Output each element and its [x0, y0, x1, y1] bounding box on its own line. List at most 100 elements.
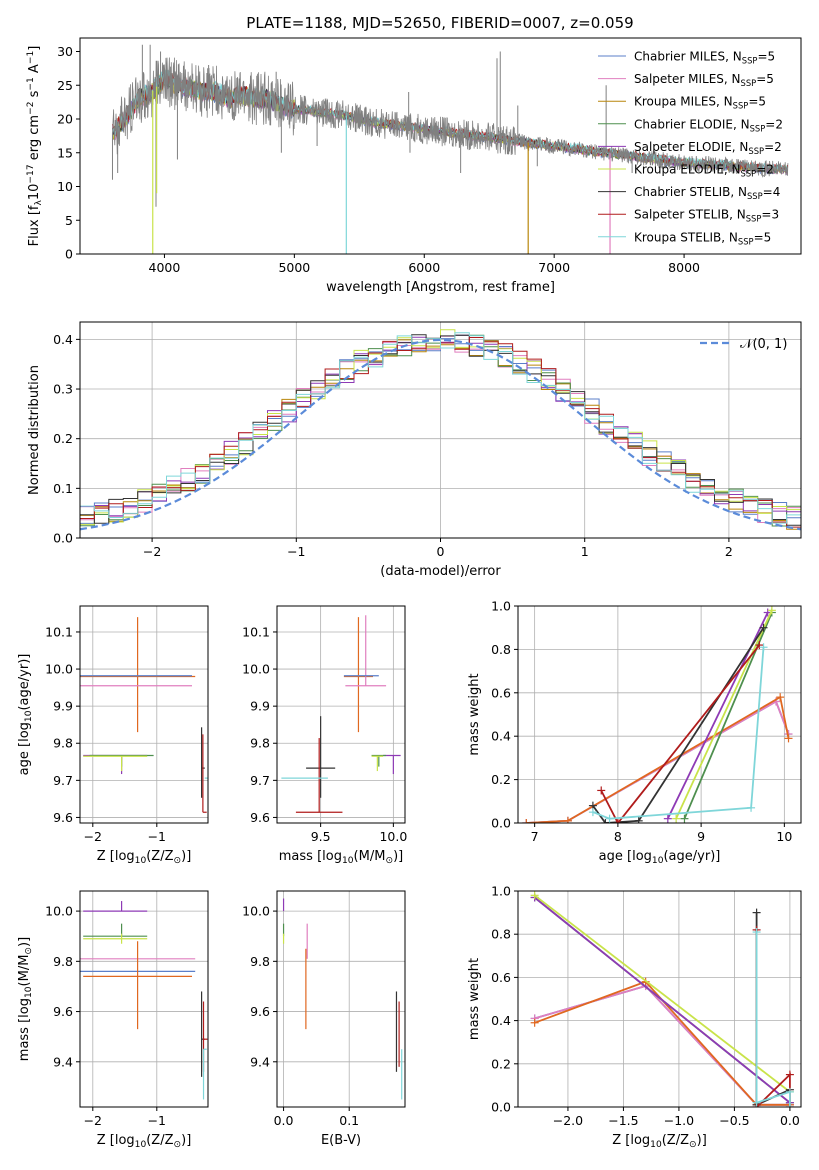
y-tick-label: 10.1 — [45, 624, 73, 639]
y-tick-label: 0.4 — [491, 729, 511, 744]
mass_vs_ebv-marks — [282, 898, 403, 1100]
errorbar-point — [345, 615, 387, 687]
y-tick-label: 0.8 — [491, 642, 511, 657]
y-axis-label: age [log10(age/yr)] — [17, 654, 34, 776]
y-tick-label: 0.4 — [53, 332, 73, 347]
y-tick-label: 25 — [57, 78, 73, 93]
spectrum-panel: 4000 5000 6000 7000 8000 0 5 10 15 20 25 30 waveleng… — [26, 37, 802, 295]
figure-title: PLATE=1188, MJD=52650, FIBERID=0007, z=0… — [246, 14, 633, 32]
weight_vs_age-panel: 7 8 9 10 0.0 0.2 0.4 0.6 0.8 1.0 age [log10(age/yr… — [467, 599, 802, 866]
y-tick-label: 0.0 — [491, 816, 511, 831]
y-tick-label: 0.1 — [53, 481, 73, 496]
x-axis-label: age [log10(age/yr)] — [599, 849, 721, 866]
legend-label: Salpeter MILES, NSSP=5 — [634, 72, 774, 88]
y-tick-label: 0 — [65, 247, 73, 262]
histogram-step — [80, 335, 801, 523]
axes-frame — [517, 605, 802, 824]
age_vs_Z-marks — [80, 617, 208, 813]
y-tick-label: 10 — [57, 179, 73, 194]
y-tick-label: 1.0 — [491, 884, 511, 899]
weight-series — [752, 928, 794, 1107]
x-tick-label: 6000 — [408, 260, 440, 275]
residuals-panel: −2 −1 0 1 2 0.0 0.1 0.2 0.3 0.4 (data-model)/error… — [27, 321, 802, 579]
y-tick-label: 9.7 — [53, 773, 73, 788]
x-tick-label: 7 — [531, 829, 539, 844]
legend-label: Salpeter STELIB, NSSP=3 — [634, 208, 779, 224]
y-tick-label: 9.9 — [250, 699, 270, 714]
observed-spectrum-line — [112, 57, 789, 178]
age_vs_mass-panel: 9.5 10.0 9.6 9.7 9.8 9.9 10.0 10.1 mass [log10(M… — [242, 605, 407, 866]
weight-line — [534, 980, 790, 1106]
x-axis-label: mass [log10(M/M⊙)] — [279, 849, 403, 866]
y-tick-label: 9.6 — [250, 810, 270, 825]
x-axis-label: Z [log10(Z/Z⊙)] — [97, 849, 192, 866]
x-axis-label: Z [log10(Z/Z⊙)] — [612, 1133, 707, 1150]
mass_vs_Z-panel: −2 −1 9.4 9.6 9.8 10.0 Z [log10(Z/Z⊙)] mass [lo… — [17, 890, 209, 1150]
y-tick-label: 0.6 — [491, 685, 511, 700]
errorbar-point — [202, 734, 207, 813]
errorbar-point — [371, 755, 384, 772]
legend-label: Kroupa MILES, NSSP=5 — [634, 95, 766, 111]
weight-line — [755, 912, 791, 1107]
x-tick-label: 8000 — [668, 260, 700, 275]
x-tick-label: −1 — [148, 1113, 166, 1128]
mass_vs_ebv-panel: 0.0 0.1 9.4 9.6 9.8 10.0 E(B-V) — [242, 890, 406, 1148]
x-tick-label: −2 — [84, 829, 102, 844]
axes-frame — [276, 890, 406, 1108]
y-tick-label: 0.8 — [491, 927, 511, 942]
errorbar-point — [83, 755, 148, 772]
y-axis-label: Flux [fλ10−17 erg cm−2 s−1 A−1] — [26, 46, 44, 247]
x-tick-label: −2 — [143, 544, 161, 559]
x-tick-label: −1.5 — [608, 1113, 638, 1128]
x-tick-label: 2 — [725, 544, 733, 559]
y-tick-label: 10.0 — [45, 662, 73, 677]
y-tick-label: 9.8 — [250, 736, 270, 751]
y-tick-label: 9.8 — [53, 954, 73, 969]
errorbar-point — [80, 617, 196, 733]
weight-line — [534, 984, 790, 1106]
y-tick-label: 0.0 — [491, 1100, 511, 1115]
x-tick-label: 0.0 — [780, 1113, 800, 1128]
x-tick-label: −2 — [84, 1113, 102, 1128]
y-tick-label: 15 — [57, 145, 73, 160]
weight_vs_Z-marks — [530, 891, 794, 1107]
errorbar-point — [371, 754, 387, 767]
weight-series — [588, 643, 768, 823]
weight-series — [530, 977, 794, 1107]
x-tick-label: 4000 — [149, 260, 181, 275]
y-tick-label: 9.4 — [250, 1054, 270, 1069]
y-tick-label: 9.9 — [53, 699, 73, 714]
weight-line — [600, 644, 761, 823]
y-axis-label: mass [log10(M/M⊙)] — [17, 937, 34, 1061]
age_vs_mass-marks — [281, 615, 401, 813]
plot-layer: 4000 5000 6000 7000 8000051015202530waveleng… — [17, 37, 802, 1150]
x-tick-label: 10 — [776, 829, 792, 844]
y-tick-label: 9.6 — [250, 1004, 270, 1019]
y-tick-label: 10.1 — [242, 624, 270, 639]
y-axis-label: Normed distribution — [27, 365, 42, 495]
errorbar-point — [383, 754, 401, 775]
errorbar-point — [202, 1048, 207, 1100]
y-tick-label: 0.0 — [53, 531, 73, 546]
errorbar-point — [306, 716, 336, 798]
weight-line — [534, 896, 791, 1104]
x-tick-label: −0.5 — [719, 1113, 749, 1128]
weight-line — [526, 700, 790, 823]
y-tick-label: 20 — [57, 112, 73, 127]
weight-series — [530, 891, 794, 1096]
x-tick-label: −1 — [148, 829, 166, 844]
x-tick-label: 9.5 — [311, 829, 331, 844]
legend-label: Chabrier STELIB, NSSP=4 — [634, 185, 780, 201]
x-tick-label: 8 — [614, 829, 622, 844]
y-tick-label: 0.4 — [491, 1013, 511, 1028]
y-tick-label: 9.8 — [250, 954, 270, 969]
y-tick-label: 0.2 — [53, 431, 73, 446]
x-tick-label: 1 — [581, 544, 589, 559]
weight-series — [530, 893, 794, 1107]
y-tick-label: 0.3 — [53, 382, 73, 397]
weight-line — [592, 647, 765, 820]
weight-line — [755, 932, 791, 1107]
gaussian-curve — [80, 338, 801, 531]
errorbar-point — [83, 933, 148, 944]
